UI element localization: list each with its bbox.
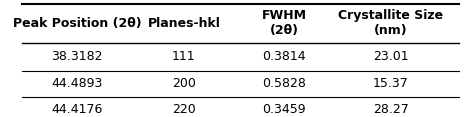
Text: 23.01: 23.01	[373, 50, 409, 63]
Text: 44.4893: 44.4893	[51, 77, 103, 90]
Text: 15.37: 15.37	[373, 77, 409, 90]
Text: FWHM
(2θ): FWHM (2θ)	[262, 9, 306, 37]
Text: 38.3182: 38.3182	[51, 50, 103, 63]
Text: Planes-hkl: Planes-hkl	[147, 17, 220, 30]
Text: 200: 200	[172, 77, 196, 90]
Text: 44.4176: 44.4176	[51, 103, 103, 116]
Text: Crystallite Size
(nm): Crystallite Size (nm)	[338, 9, 443, 37]
Text: 0.3459: 0.3459	[262, 103, 306, 116]
Text: 220: 220	[172, 103, 196, 116]
Text: 28.27: 28.27	[373, 103, 409, 116]
Text: 111: 111	[172, 50, 196, 63]
Text: Peak Position (2θ): Peak Position (2θ)	[13, 17, 141, 30]
Text: 0.3814: 0.3814	[262, 50, 306, 63]
Text: 0.5828: 0.5828	[262, 77, 306, 90]
